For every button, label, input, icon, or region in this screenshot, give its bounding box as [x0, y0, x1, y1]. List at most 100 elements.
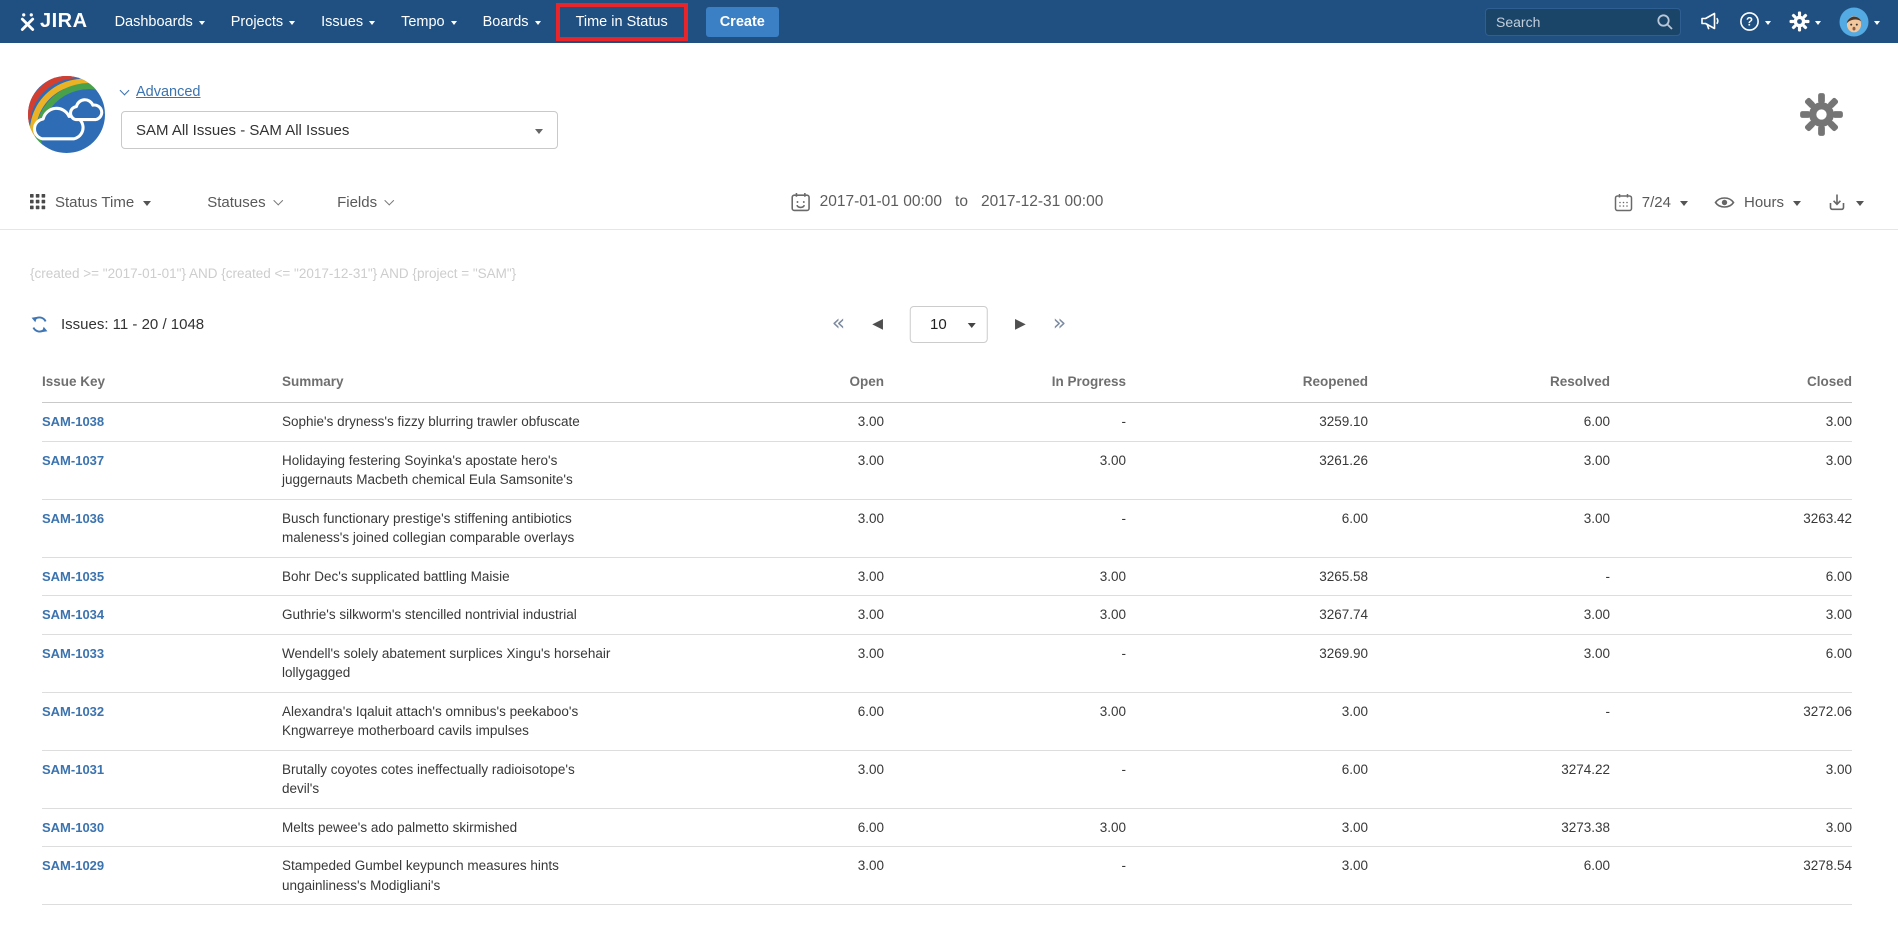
cell-resolved: 3274.22 — [1368, 750, 1610, 809]
cell-in-progress: 3.00 — [884, 595, 1126, 635]
admin-gear-menu[interactable] — [1789, 11, 1821, 32]
cell-open: 3.00 — [642, 499, 884, 558]
nav-item-tempo[interactable]: Tempo — [388, 0, 470, 43]
cell-in-progress: 3.00 — [884, 808, 1126, 847]
issue-key-link[interactable]: SAM-1035 — [42, 557, 282, 596]
issue-key-link[interactable]: SAM-1031 — [42, 750, 282, 809]
issue-summary: Stampeded Gumbel keypunch measures hints… — [282, 846, 642, 905]
fields-menu[interactable]: Fields — [337, 193, 394, 211]
cell-closed: 3.00 — [1610, 402, 1852, 442]
issue-summary: Bohr Dec's supplicated battling Maisie — [282, 557, 642, 596]
cell-in-progress: - — [884, 750, 1126, 809]
table-row: SAM-1032 Alexandra's Iqaluit attach's om… — [42, 692, 1852, 751]
cell-open: 3.00 — [642, 846, 884, 905]
issues-table: Issue Key Summary Open In Progress Reope… — [42, 368, 1852, 905]
pagination: « ◀ 10 ▶ » — [831, 305, 1067, 343]
navbar-right: ? — [1485, 7, 1880, 37]
issue-key-link[interactable]: SAM-1030 — [42, 808, 282, 847]
chevron-down-icon — [535, 128, 543, 134]
cell-in-progress: - — [884, 499, 1126, 558]
saved-filter-value: SAM All Issues - SAM All Issues — [136, 121, 350, 139]
nav-item-boards[interactable]: Boards — [470, 0, 554, 43]
table-header-row: Issue Key Summary Open In Progress Reope… — [42, 368, 1852, 403]
cell-closed: 3.00 — [1610, 808, 1852, 847]
issue-key-link[interactable]: SAM-1029 — [42, 846, 282, 905]
search-input[interactable] — [1485, 7, 1681, 36]
report-toolbar: Status Time Statuses Fields 2017-01-01 0… — [30, 182, 1864, 222]
first-page-button[interactable]: « — [831, 311, 846, 336]
statuses-menu[interactable]: Statuses — [207, 194, 283, 211]
nav-item-dashboards[interactable]: Dashboards — [102, 0, 218, 43]
saved-filter-select[interactable]: SAM All Issues - SAM All Issues — [121, 111, 558, 149]
advanced-toggle-link[interactable]: Advanced — [119, 84, 201, 100]
cell-closed: 3263.42 — [1610, 499, 1852, 558]
calendar-icon — [791, 192, 811, 212]
chevron-down-icon — [369, 20, 376, 25]
date-range-picker[interactable]: 2017-01-01 00:00 to 2017-12-31 00:00 — [791, 192, 1104, 212]
page-size-select[interactable]: 10 — [910, 305, 988, 343]
table-row: SAM-1030 Melts pewee's ado palmetto skir… — [42, 808, 1852, 847]
previous-page-button[interactable]: ◀ — [872, 316, 883, 332]
caret-down-icon — [968, 322, 976, 328]
cell-reopened: 3.00 — [1126, 692, 1368, 751]
fields-label: Fields — [337, 193, 378, 211]
cell-reopened: 3259.10 — [1126, 402, 1368, 442]
issues-count-label: Issues: 11 - 20 / 1048 — [61, 315, 205, 333]
table-row: SAM-1033 Wendell's solely abatement surp… — [42, 634, 1852, 693]
caret-down-icon — [143, 200, 152, 206]
cell-open: 3.00 — [642, 595, 884, 635]
settings-gear-icon[interactable] — [1799, 92, 1844, 142]
cell-in-progress: - — [884, 634, 1126, 693]
nav-item-time-in-status[interactable]: Time in Status — [575, 13, 668, 30]
help-icon: ? — [1739, 11, 1760, 32]
cell-open: 3.00 — [642, 750, 884, 809]
chevron-down-icon — [1815, 20, 1821, 25]
cell-closed: 3.00 — [1610, 595, 1852, 635]
date-from-value: 2017-01-01 00:00 — [819, 193, 943, 210]
issue-table-body: SAM-1038 Sophie's dryness's fizzy blurri… — [42, 402, 1852, 905]
eye-icon — [1714, 195, 1735, 210]
chevron-down-icon — [289, 20, 296, 25]
cell-resolved: 3.00 — [1368, 595, 1610, 635]
nav-item-label: Projects — [230, 13, 284, 30]
cell-open: 3.00 — [642, 557, 884, 596]
nav-item-label: Dashboards — [114, 13, 193, 30]
issue-key-link[interactable]: SAM-1033 — [42, 634, 282, 693]
date-to-value: 2017-12-31 00:00 — [980, 193, 1104, 210]
refresh-icon[interactable] — [30, 315, 49, 334]
table-row: SAM-1038 Sophie's dryness's fizzy blurri… — [42, 402, 1852, 442]
user-profile-menu[interactable] — [1839, 7, 1880, 37]
help-menu[interactable]: ? — [1739, 11, 1771, 32]
export-download-icon — [1827, 192, 1847, 212]
next-page-button[interactable]: ▶ — [1015, 316, 1026, 332]
issue-key-link[interactable]: SAM-1038 — [42, 402, 282, 442]
report-type-menu[interactable]: Status Time — [30, 193, 152, 211]
page-size-value: 10 — [930, 315, 947, 333]
jira-logo[interactable]: JIRA — [19, 10, 88, 33]
nav-item-issues[interactable]: Issues — [308, 0, 388, 43]
issue-key-link[interactable]: SAM-1034 — [42, 595, 282, 635]
issue-key-link[interactable]: SAM-1032 — [42, 692, 282, 751]
cell-closed: 6.00 — [1610, 634, 1852, 693]
column-header-summary: Summary — [282, 368, 642, 403]
cell-closed: 3.00 — [1610, 750, 1852, 809]
calendar-mode-menu[interactable]: 7/24 — [1614, 193, 1688, 212]
issue-key-link[interactable]: SAM-1037 — [42, 441, 282, 500]
nav-item-label: Tempo — [401, 13, 445, 30]
issue-key-link[interactable]: SAM-1036 — [42, 499, 282, 558]
chevron-down-icon — [450, 20, 457, 25]
feedback-megaphone-icon[interactable] — [1699, 11, 1721, 32]
display-unit-value: Hours — [1743, 193, 1784, 211]
time-in-status-app-logo[interactable] — [28, 76, 105, 158]
column-header-closed: Closed — [1610, 368, 1852, 403]
cell-reopened: 3261.26 — [1126, 441, 1368, 500]
chevron-down-icon — [273, 195, 283, 205]
table-row: SAM-1036 Busch functionary prestige's st… — [42, 499, 1852, 558]
export-menu[interactable] — [1827, 192, 1864, 212]
toolbar-right: 7/24 Hours — [1614, 192, 1864, 212]
last-page-button[interactable]: » — [1052, 311, 1067, 336]
nav-item-projects[interactable]: Projects — [218, 0, 308, 43]
display-unit-menu[interactable]: Hours — [1714, 194, 1801, 211]
create-button[interactable]: Create — [705, 6, 779, 37]
report-type-label: Status Time — [55, 193, 135, 211]
